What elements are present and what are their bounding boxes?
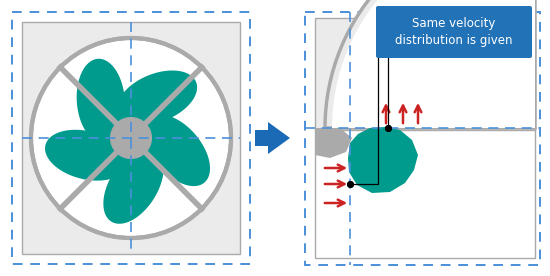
Circle shape (111, 118, 151, 158)
Text: Same velocity
distribution is given: Same velocity distribution is given (395, 17, 513, 47)
Polygon shape (103, 148, 164, 224)
Circle shape (31, 38, 231, 238)
Polygon shape (76, 59, 125, 143)
Wedge shape (325, 0, 535, 128)
Polygon shape (117, 70, 197, 125)
Polygon shape (145, 115, 210, 186)
Polygon shape (45, 130, 128, 181)
Polygon shape (348, 127, 418, 193)
Bar (12, 12, 250, 264)
FancyBboxPatch shape (376, 6, 532, 58)
Bar (315, 128, 535, 258)
Bar (22, 22, 240, 254)
Polygon shape (255, 122, 290, 154)
Bar (305, 12, 540, 265)
Wedge shape (332, 0, 535, 128)
Bar (315, 18, 535, 130)
Polygon shape (315, 128, 352, 158)
